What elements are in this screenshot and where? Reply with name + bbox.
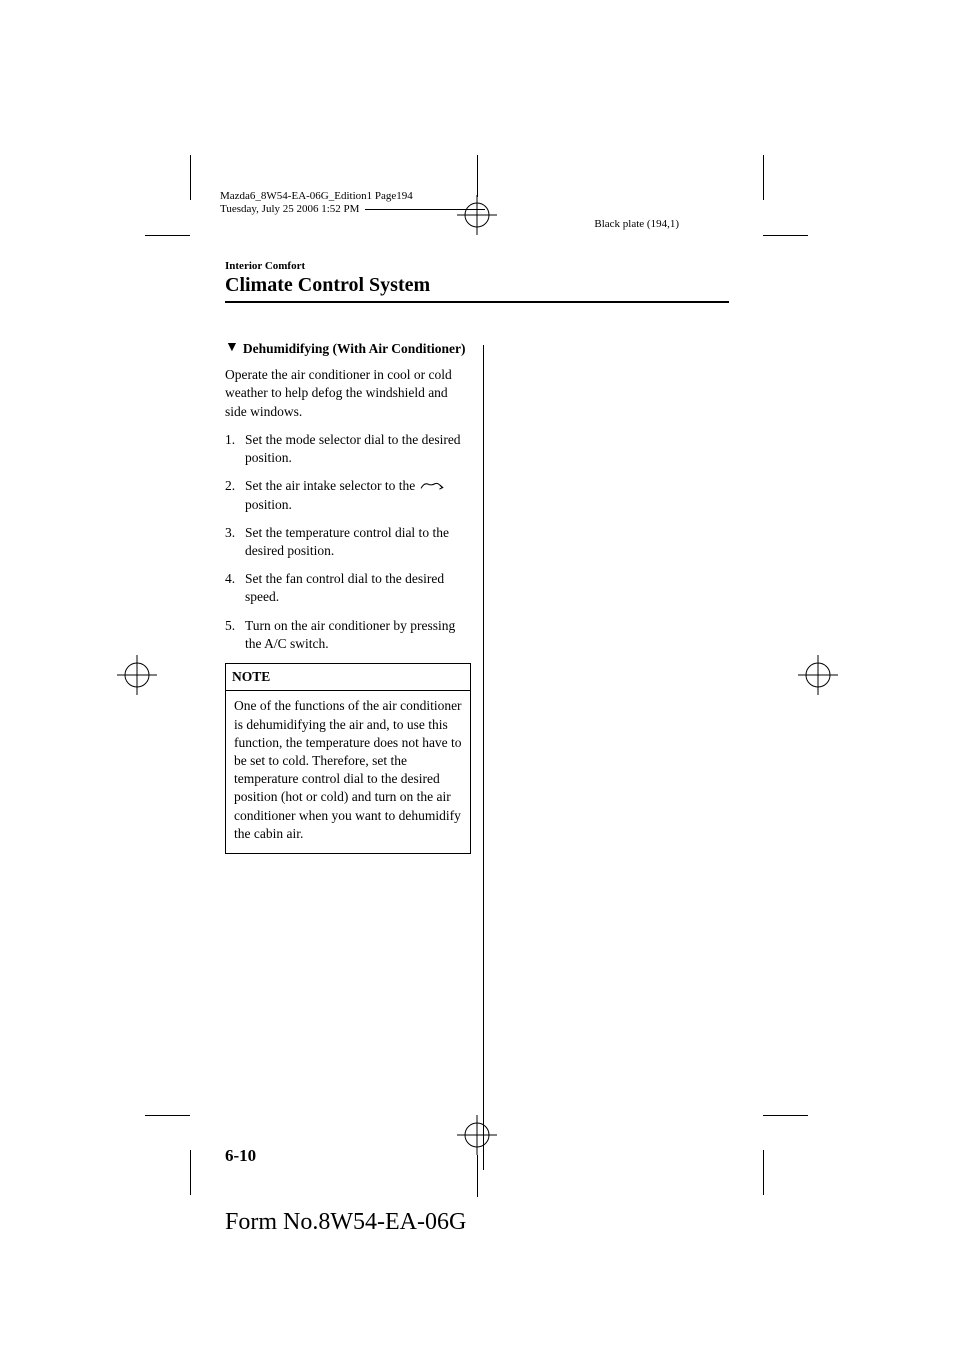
crop-mark <box>190 1150 191 1195</box>
triangle-marker-icon: ▼ <box>225 340 239 357</box>
registration-mark-right <box>798 655 838 695</box>
intro-paragraph: Operate the air conditioner in cool or c… <box>225 366 471 421</box>
section-title: Climate Control System <box>225 274 729 297</box>
crop-mark <box>763 1150 764 1195</box>
steps-list: Set the mode selector dial to the desire… <box>225 431 471 653</box>
crop-mark <box>190 155 191 200</box>
crop-mark <box>145 1115 190 1116</box>
section-rule <box>225 301 729 303</box>
doc-date-line: Tuesday, July 25 2006 1:52 PM <box>220 203 485 216</box>
subsection-title: Dehumidifying (With Air Conditioner) <box>243 340 466 358</box>
subsection-heading: ▼ Dehumidifying (With Air Conditioner) <box>225 340 471 358</box>
step-text-after: position. <box>245 497 292 512</box>
step-item: Set the mode selector dial to the desire… <box>225 431 471 467</box>
note-box: NOTE One of the functions of the air con… <box>225 663 471 854</box>
crop-mark <box>763 155 764 200</box>
crop-mark <box>145 235 190 236</box>
step-item: Turn on the air conditioner by pressing … <box>225 617 471 653</box>
leader-line <box>365 209 485 210</box>
left-column: ▼ Dehumidifying (With Air Conditioner) O… <box>225 340 471 854</box>
step-item: Set the temperature control dial to the … <box>225 524 471 560</box>
registration-mark-left <box>117 655 157 695</box>
step-text-before: Set the air intake selector to the <box>245 478 419 493</box>
column-divider <box>483 345 484 1170</box>
step-item: Set the fan control dial to the desired … <box>225 570 471 606</box>
crop-mark <box>763 1115 808 1116</box>
note-body: One of the functions of the air conditio… <box>226 691 470 853</box>
print-metadata: Mazda6_8W54-EA-06G_Edition1 Page194 Tues… <box>220 190 485 216</box>
note-title: NOTE <box>226 664 470 691</box>
doc-id-line: Mazda6_8W54-EA-06G_Edition1 Page194 <box>220 190 485 203</box>
crop-mark <box>763 235 808 236</box>
page-number: 6-10 <box>225 1146 256 1166</box>
black-plate-label: Black plate (194,1) <box>594 218 679 230</box>
form-number: Form No.8W54-EA-06G <box>225 1209 466 1236</box>
fresh-air-intake-icon <box>419 479 444 492</box>
step-item: Set the air intake selector to the posit… <box>225 477 471 513</box>
section-eyebrow: Interior Comfort <box>225 260 729 272</box>
content-columns: ▼ Dehumidifying (With Air Conditioner) O… <box>225 320 735 1170</box>
section-heading: Interior Comfort Climate Control System <box>225 260 729 303</box>
